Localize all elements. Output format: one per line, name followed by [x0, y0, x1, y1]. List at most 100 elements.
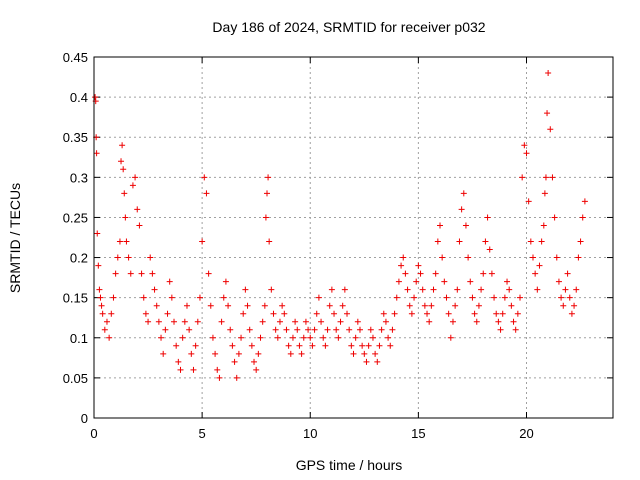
- data-point: [426, 318, 433, 325]
- data-point: [493, 310, 500, 317]
- data-point: [454, 286, 461, 293]
- data-point: [558, 294, 565, 301]
- data-point: [309, 342, 316, 349]
- data-point: [443, 294, 450, 301]
- data-point: [536, 262, 543, 269]
- data-point: [523, 150, 530, 157]
- data-point: [300, 334, 307, 341]
- data-point: [432, 270, 439, 277]
- data-point: [495, 318, 502, 325]
- data-point: [367, 326, 374, 333]
- data-point: [391, 310, 398, 317]
- data-point: [501, 294, 508, 301]
- data-point: [400, 254, 407, 261]
- data-point: [199, 238, 206, 245]
- data-point: [209, 334, 216, 341]
- data-point: [190, 366, 197, 373]
- data-point: [227, 326, 234, 333]
- data-point: [393, 294, 400, 301]
- data-point: [575, 254, 582, 261]
- data-point: [112, 270, 119, 277]
- data-point: [471, 310, 478, 317]
- data-point: [372, 350, 379, 357]
- data-point: [257, 334, 264, 341]
- data-point: [285, 342, 292, 349]
- data-point: [467, 278, 474, 285]
- data-point: [138, 270, 145, 277]
- x-tick-label: 10: [303, 426, 317, 441]
- data-point: [281, 310, 288, 317]
- data-point: [231, 358, 238, 365]
- x-tick-label: 0: [90, 426, 97, 441]
- data-point: [359, 342, 366, 349]
- data-point: [555, 278, 562, 285]
- data-point: [521, 142, 528, 149]
- data-point: [389, 326, 396, 333]
- data-point: [415, 262, 422, 269]
- data-point: [229, 342, 236, 349]
- data-point: [238, 334, 245, 341]
- data-point: [118, 158, 125, 165]
- data-point: [482, 238, 489, 245]
- data-point: [445, 310, 452, 317]
- data-point: [475, 302, 482, 309]
- data-point: [497, 326, 504, 333]
- data-point: [571, 302, 578, 309]
- data-point: [374, 358, 381, 365]
- data-point: [106, 334, 113, 341]
- data-point: [411, 294, 418, 301]
- data-point: [162, 326, 169, 333]
- data-point: [553, 254, 560, 261]
- data-point: [439, 254, 446, 261]
- data-point: [376, 342, 383, 349]
- data-point: [270, 310, 277, 317]
- data-point: [417, 270, 424, 277]
- data-point: [344, 310, 351, 317]
- data-point: [350, 350, 357, 357]
- data-point: [246, 326, 253, 333]
- data-point: [354, 318, 361, 325]
- data-point: [122, 214, 129, 221]
- data-point: [413, 278, 420, 285]
- y-tick-label: 0.1: [70, 331, 88, 346]
- data-point: [318, 318, 325, 325]
- axis-ticks: 0 0.05 0.1 0.15 0.2 0.25 0.3 0.35 0.4 0.45 0 5 10 15 2…: [63, 50, 613, 441]
- chart-title: Day 186 of 2024, SRMTID for receiver p03…: [212, 19, 485, 35]
- data-point: [181, 318, 188, 325]
- data-point: [93, 150, 100, 157]
- data-point: [406, 302, 413, 309]
- data-point: [380, 310, 387, 317]
- data-point: [333, 326, 340, 333]
- data-point: [129, 182, 136, 189]
- data-point: [279, 302, 286, 309]
- data-point: [173, 342, 180, 349]
- data-point: [544, 110, 551, 117]
- data-point: [348, 342, 355, 349]
- data-point: [398, 262, 405, 269]
- y-axis-label: SRMTID / TECUs: [7, 183, 23, 293]
- data-point: [408, 310, 415, 317]
- data-point: [127, 270, 134, 277]
- data-point: [568, 310, 575, 317]
- data-point: [419, 286, 426, 293]
- data-point: [320, 334, 327, 341]
- data-point: [134, 206, 141, 213]
- data-point: [186, 326, 193, 333]
- data-point: [175, 358, 182, 365]
- data-point: [573, 286, 580, 293]
- data-point: [171, 318, 178, 325]
- data-point: [242, 286, 249, 293]
- data-point: [551, 214, 558, 221]
- data-point: [452, 302, 459, 309]
- data-point: [562, 286, 569, 293]
- data-point: [287, 350, 294, 357]
- data-point: [214, 366, 221, 373]
- data-point: [322, 342, 329, 349]
- y-tick-label: 0.4: [70, 90, 88, 105]
- data-point: [212, 350, 219, 357]
- data-point: [331, 310, 338, 317]
- data-point: [361, 350, 368, 357]
- data-point: [512, 326, 519, 333]
- y-tick-label: 0.45: [63, 50, 88, 65]
- data-point: [98, 302, 105, 309]
